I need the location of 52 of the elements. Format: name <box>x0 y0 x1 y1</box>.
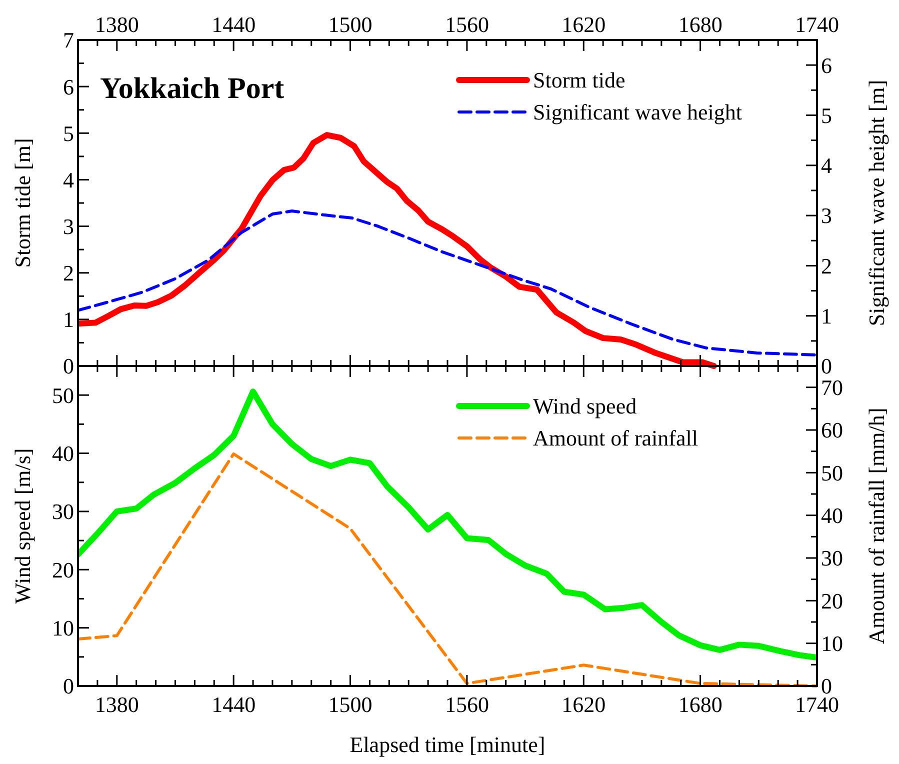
y2-tick-label: 30 <box>821 546 843 571</box>
x-tick-label: 1500 <box>328 12 372 37</box>
y-tick-label: 5 <box>63 120 74 146</box>
x-axis-title: Elapsed time [minute] <box>350 732 546 757</box>
y-tick-label: 0 <box>63 674 74 699</box>
x-tick-label: 1440 <box>212 12 256 37</box>
y2-axis-title: Amount of rainfall [mm/h] <box>864 408 889 644</box>
y-tick-label: 2 <box>63 260 74 286</box>
y2-tick-label: 60 <box>821 418 843 443</box>
y2-tick-label: 5 <box>821 102 832 128</box>
x-tick-label: 1380 <box>94 12 139 37</box>
y-tick-label: 20 <box>52 557 74 582</box>
x-tick-label: 1560 <box>444 692 489 717</box>
x-tick-label: 1560 <box>444 12 489 37</box>
y2-axis-title: Significant wave height [m] <box>864 80 889 326</box>
y2-tick-label: 40 <box>821 503 843 528</box>
y2-tick-label: 2 <box>821 253 832 278</box>
y2-tick-label: 20 <box>821 588 843 614</box>
y-tick-label: 4 <box>63 167 74 192</box>
legend-label: Amount of rainfall <box>533 426 698 451</box>
x-tick-label: 1620 <box>562 12 606 37</box>
x-tick-label: 1440 <box>212 692 256 717</box>
line-series <box>78 452 817 688</box>
legend-label: Storm tide <box>533 68 626 93</box>
x-tick-label: 1680 <box>678 12 722 37</box>
text: Yokkaich Port <box>100 72 284 105</box>
y-tick-label: 10 <box>52 616 74 641</box>
x-tick-label: 1620 <box>562 692 606 717</box>
line-series <box>78 210 817 356</box>
y2-tick-label: 10 <box>821 631 843 656</box>
y2-tick-label: 4 <box>821 153 832 178</box>
y-tick-label: 7 <box>63 28 74 53</box>
y2-tick-label: 3 <box>821 203 832 228</box>
y-tick-label: 40 <box>52 440 74 466</box>
x-tick-label: 1680 <box>678 692 722 717</box>
x-tick-label: 1740 <box>795 12 839 37</box>
y2-tick-label: 1 <box>821 304 832 329</box>
y-tick-label: 0 <box>63 354 74 379</box>
y2-tick-label: 0 <box>821 674 832 699</box>
legend-label: Significant wave height <box>533 100 742 125</box>
x-tick-label: 1500 <box>328 692 372 717</box>
y2-tick-label: 50 <box>821 460 843 486</box>
y-tick-label: 3 <box>63 214 74 239</box>
legend-label: Wind speed <box>533 394 637 419</box>
y-axis-title: Wind speed [m/s] <box>10 448 35 604</box>
x-tick-label: 1380 <box>94 692 139 717</box>
y-tick-label: 6 <box>63 74 74 100</box>
y-axis-title: Storm tide [m] <box>10 138 35 268</box>
y-tick-label: 50 <box>52 382 74 408</box>
y-tick-label: 30 <box>52 499 74 524</box>
y-tick-label: 1 <box>63 307 74 332</box>
y2-tick-label: 6 <box>821 52 832 78</box>
